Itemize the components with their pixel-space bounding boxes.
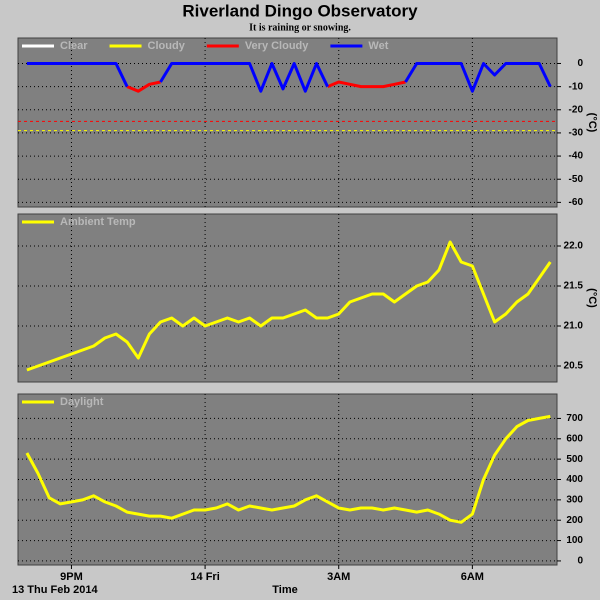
series-line xyxy=(159,62,329,93)
series-line xyxy=(26,240,552,372)
x-tick-label: 3AM xyxy=(327,571,350,583)
y-tick-label: 100 xyxy=(566,535,583,546)
y-tick-label: 0 xyxy=(577,58,583,69)
series-line xyxy=(126,80,161,93)
x-axis-label: Time xyxy=(272,584,297,596)
series-line xyxy=(404,62,552,93)
legend-label: Clear xyxy=(60,40,88,52)
y-tick-label: 600 xyxy=(566,433,583,444)
series-line xyxy=(26,62,129,88)
y-tick-label: 22.0 xyxy=(564,241,584,252)
legend-label: Ambient Temp xyxy=(60,216,136,228)
chart-subtitle: It is raining or snowing. xyxy=(249,22,351,33)
y-tick-label: 20.5 xyxy=(564,361,584,372)
y-tick-label: -10 xyxy=(569,81,584,92)
y-tick-label: 700 xyxy=(566,413,583,424)
y-tick-label: 0 xyxy=(577,556,583,567)
legend-label: Wet xyxy=(368,40,388,52)
date-label: 13 Thu Feb 2014 xyxy=(12,584,98,596)
y-tick-label: 300 xyxy=(566,494,583,505)
chart-title: Riverland Dingo Observatory xyxy=(182,1,418,20)
y-tick-label: 500 xyxy=(566,454,583,465)
y-axis-label: (°C) xyxy=(586,113,598,133)
x-tick-label: 9PM xyxy=(60,571,83,583)
y-axis-label: (°C) xyxy=(586,288,598,308)
y-tick-label: 21.5 xyxy=(564,281,584,292)
y-tick-label: -50 xyxy=(569,174,584,185)
y-tick-label: -30 xyxy=(569,128,584,139)
legend-label: Daylight xyxy=(60,396,104,408)
legend-label: Cloudy xyxy=(148,40,186,52)
y-tick-label: -40 xyxy=(569,151,584,162)
y-tick-label: -20 xyxy=(569,104,584,115)
y-tick-label: 200 xyxy=(566,515,583,526)
y-tick-label: -60 xyxy=(569,197,584,208)
y-tick-label: 21.0 xyxy=(564,321,584,332)
x-tick-label: 6AM xyxy=(461,571,484,583)
plot-area xyxy=(17,37,558,208)
y-tick-label: 400 xyxy=(566,474,583,485)
legend-label: Very Cloudy xyxy=(245,40,309,52)
series-line xyxy=(327,80,406,89)
series-line xyxy=(25,414,551,524)
x-tick-label: 14 Fri xyxy=(190,571,219,583)
plot-area xyxy=(17,213,558,383)
